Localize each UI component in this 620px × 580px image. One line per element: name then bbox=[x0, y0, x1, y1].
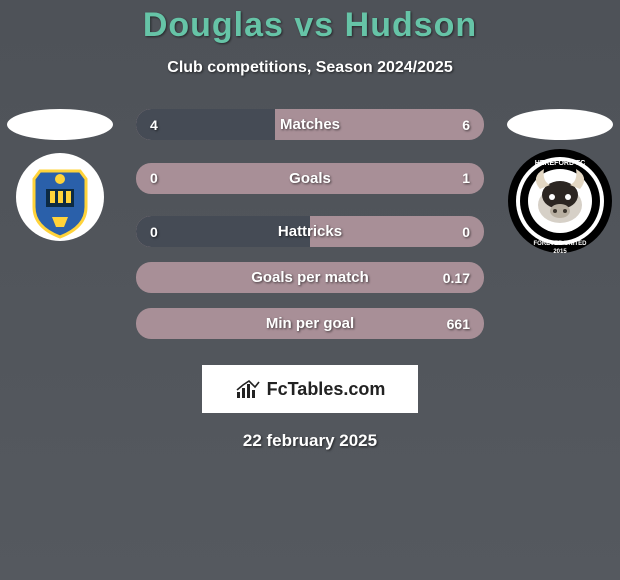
svg-text:FOREVER UNITED: FOREVER UNITED bbox=[533, 241, 587, 247]
left-team-crest bbox=[10, 147, 110, 247]
stat-right-value: 6 bbox=[430, 117, 484, 133]
stat-pill-goals: 0 Goals 1 bbox=[136, 163, 484, 194]
right-ellipse-slot bbox=[500, 109, 620, 140]
stat-right-value: 0 bbox=[430, 224, 484, 240]
brand-logo-text: FcTables.com bbox=[267, 379, 386, 400]
comparison-widget: Douglas vs Hudson Club competitions, Sea… bbox=[0, 0, 620, 451]
stat-right-value: 1 bbox=[430, 170, 484, 186]
page-title: Douglas vs Hudson bbox=[0, 6, 620, 45]
stat-pill-mpg: Min per goal 661 bbox=[136, 308, 484, 339]
svg-text:HEREFORD FC: HEREFORD FC bbox=[535, 160, 586, 167]
chart-icon bbox=[235, 378, 261, 400]
right-crest-slot: HEREFORD FC FOREVER UNITED 2015 bbox=[500, 155, 620, 201]
stats-block: 4 Matches 6 bbox=[0, 109, 620, 339]
comparison-date: 22 february 2025 bbox=[0, 431, 620, 451]
left-crest-slot bbox=[0, 155, 120, 201]
ellipse-left bbox=[7, 109, 113, 140]
stats-row-goals: 0 Goals 1 bbox=[0, 155, 620, 201]
right-team-crest: HEREFORD FC FOREVER UNITED 2015 bbox=[506, 147, 614, 255]
stat-pill-hattricks: 0 Hattricks 0 bbox=[136, 216, 484, 247]
stat-right-value: 661 bbox=[430, 316, 484, 332]
stats-row-gpm: Goals per match 0.17 bbox=[0, 262, 620, 293]
stats-row-matches: 4 Matches 6 bbox=[0, 109, 620, 140]
subtitle: Club competitions, Season 2024/2025 bbox=[0, 59, 620, 77]
left-ellipse-slot bbox=[0, 109, 120, 140]
stat-pill-gpm: Goals per match 0.17 bbox=[136, 262, 484, 293]
svg-text:2015: 2015 bbox=[553, 249, 567, 255]
ellipse-right bbox=[507, 109, 613, 140]
stats-row-mpg: Min per goal 661 bbox=[0, 308, 620, 339]
brand-logo[interactable]: FcTables.com bbox=[202, 365, 418, 413]
stat-pill-matches: 4 Matches 6 bbox=[136, 109, 484, 140]
stat-right-value: 0.17 bbox=[429, 270, 484, 286]
